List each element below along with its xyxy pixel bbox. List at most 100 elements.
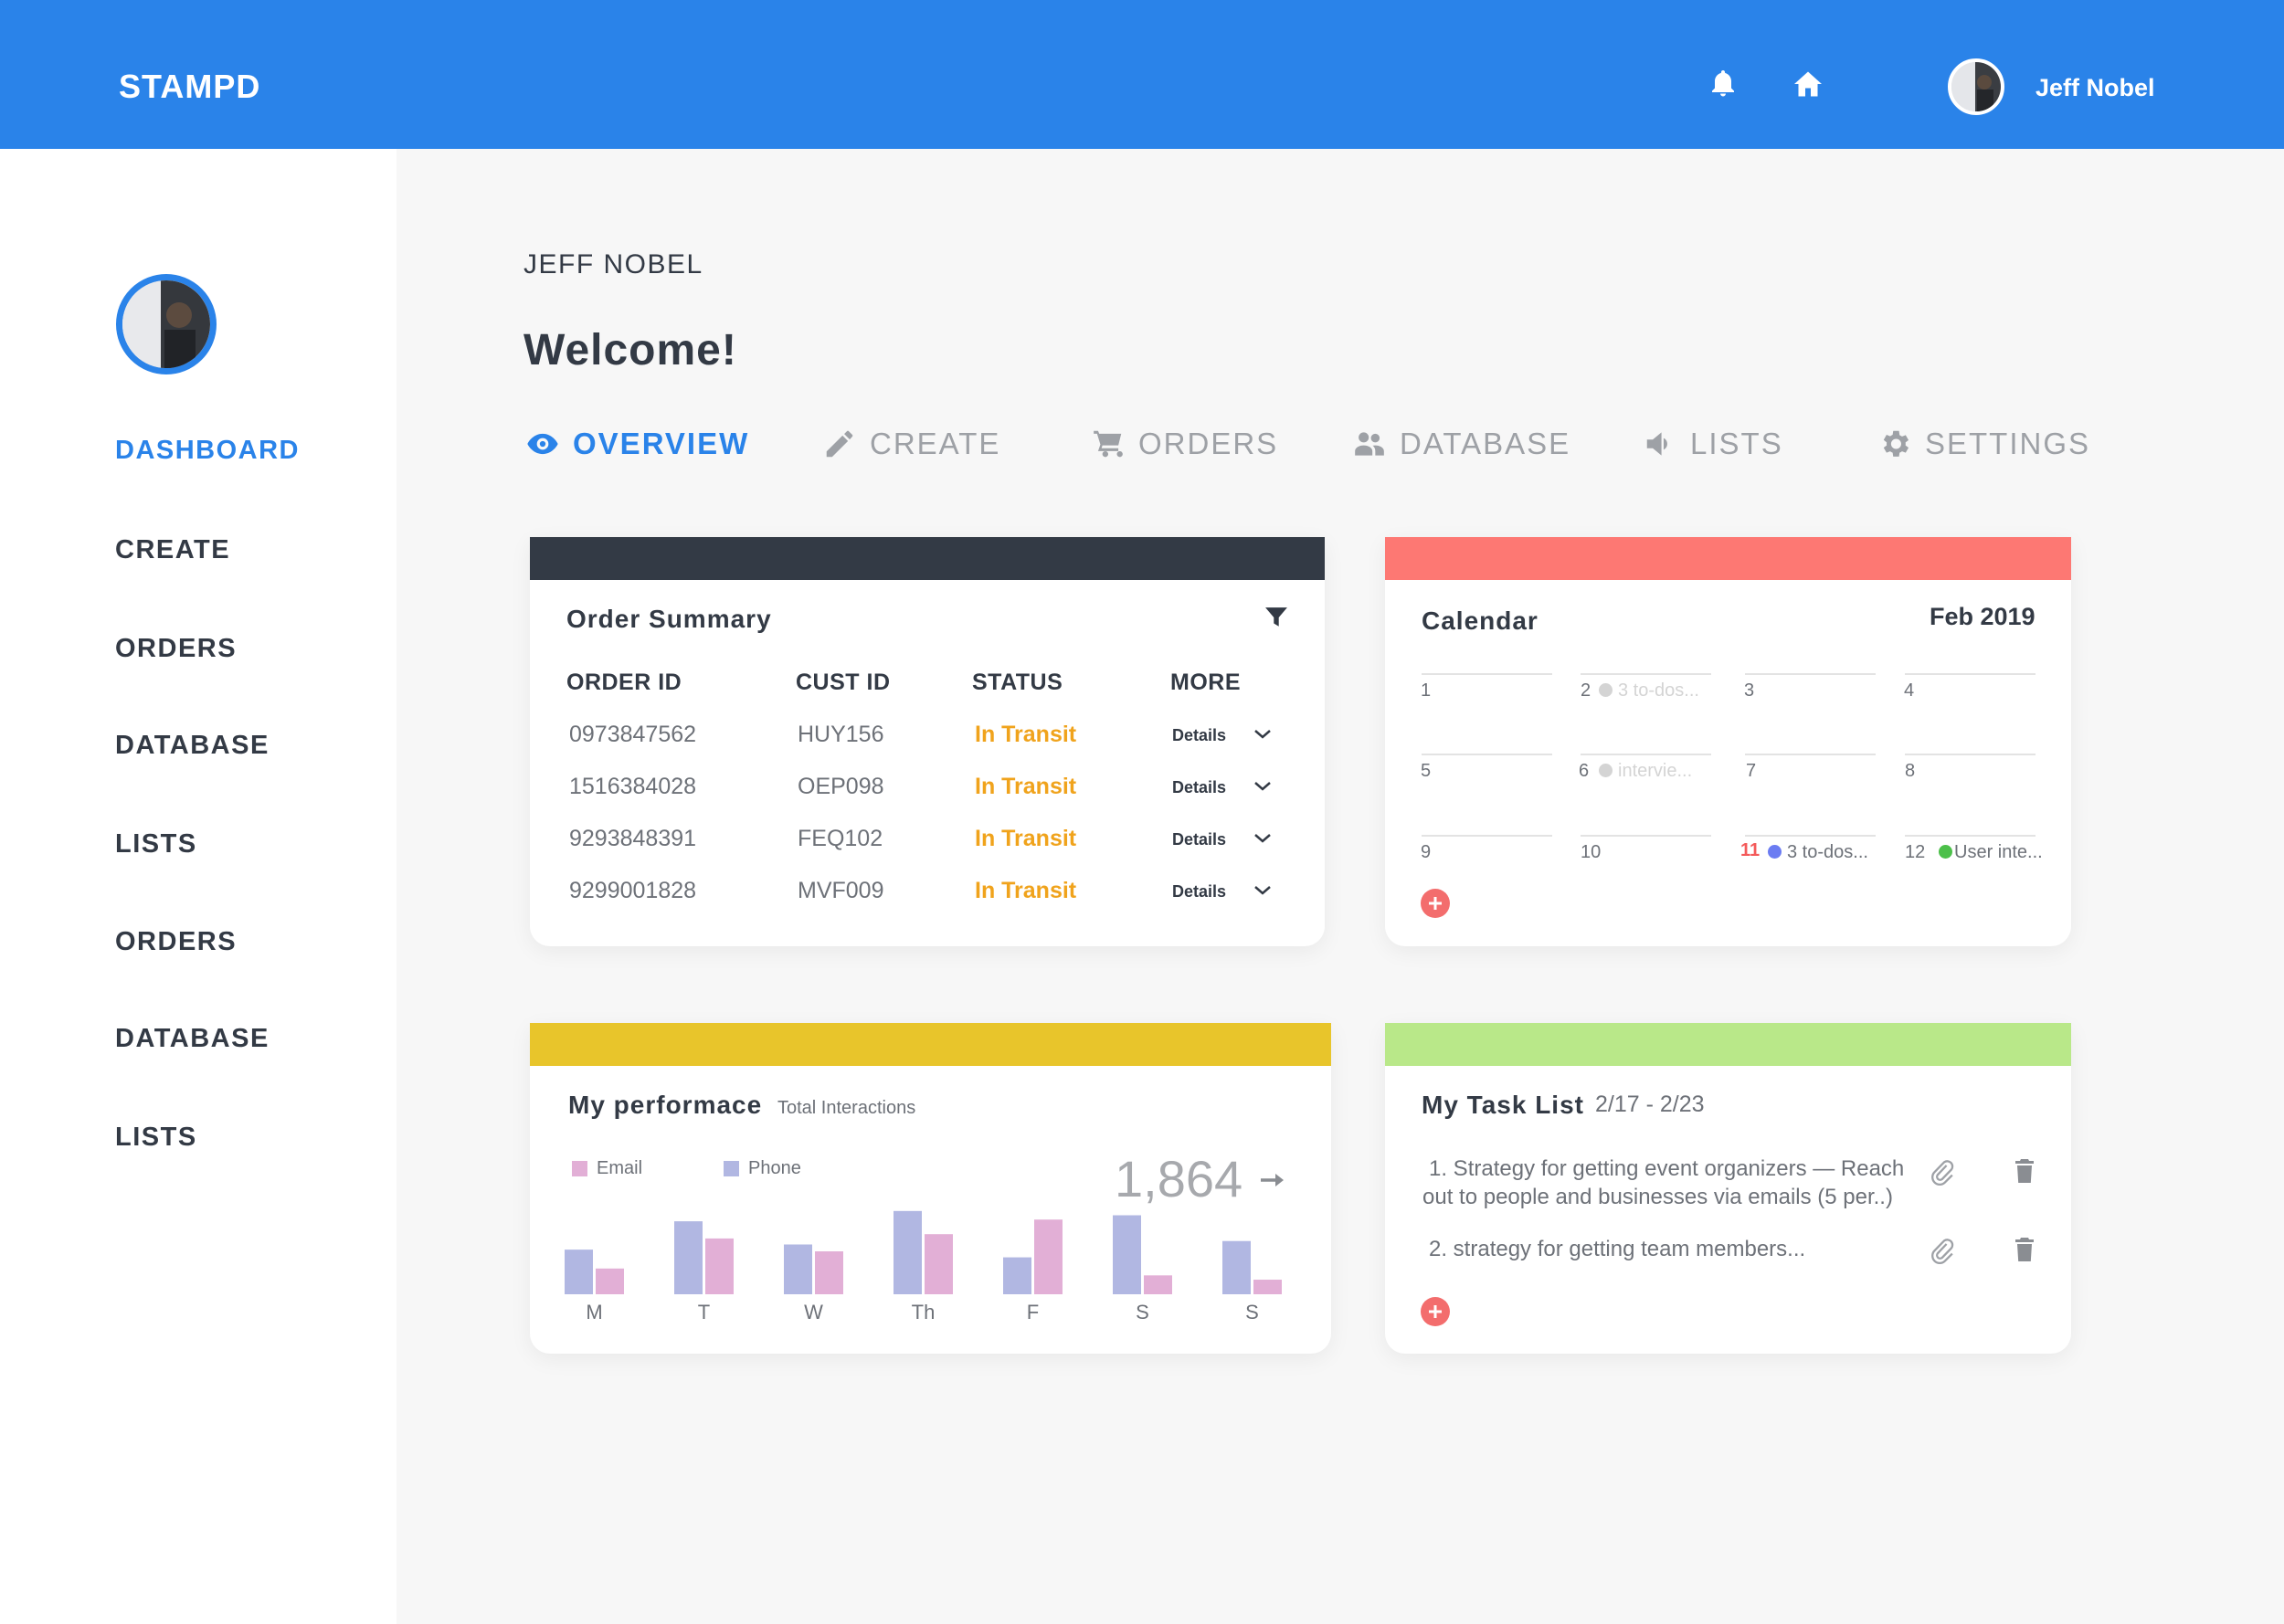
- paperclip-icon[interactable]: [1930, 1158, 1955, 1187]
- calendar-day[interactable]: 10: [1581, 842, 1602, 862]
- calendar-day[interactable]: 12: [1905, 842, 1926, 862]
- column-header-cust-id: CUST ID: [796, 670, 891, 695]
- bar-phone: [1222, 1240, 1251, 1294]
- arrow-right-icon[interactable]: [1259, 1171, 1286, 1189]
- tab-label: CREATE: [870, 427, 1001, 460]
- calendar-day-today[interactable]: 11: [1740, 840, 1761, 860]
- home-icon[interactable]: [1792, 68, 1824, 100]
- bar-email: [1144, 1275, 1172, 1294]
- tab-database[interactable]: DATABASE: [1352, 426, 1570, 462]
- sidebar-item-orders[interactable]: ORDERS: [115, 634, 238, 663]
- calendar-title: Calendar: [1422, 606, 1539, 635]
- chevron-down-icon[interactable]: [1253, 729, 1272, 740]
- add-task-button[interactable]: [1421, 1297, 1450, 1326]
- legend-label: Email: [597, 1158, 643, 1178]
- calendar-day[interactable]: 7: [1746, 761, 1757, 781]
- brand-logo[interactable]: STAMPD: [119, 68, 261, 105]
- calendar-day[interactable]: 8: [1905, 761, 1916, 781]
- details-link[interactable]: Details: [1172, 726, 1227, 744]
- tab-label: ORDERS: [1138, 427, 1279, 460]
- event-dot: [1939, 845, 1952, 859]
- task-item-continued[interactable]: out to people and businesses via emails …: [1422, 1183, 1893, 1211]
- eye-icon: [527, 433, 558, 455]
- calendar-card: [1385, 537, 2071, 946]
- task-item[interactable]: 1. Strategy for getting event organizers…: [1429, 1155, 1904, 1183]
- bell-icon[interactable]: [1707, 68, 1739, 100]
- calendar-day[interactable]: 4: [1904, 680, 1915, 701]
- status-badge: In Transit: [975, 774, 1077, 799]
- sidebar-item-lists[interactable]: LISTS: [115, 829, 197, 859]
- calendar-day[interactable]: 9: [1421, 842, 1432, 862]
- sidebar-item-database[interactable]: DATABASE: [115, 731, 270, 760]
- bar-email: [925, 1234, 953, 1294]
- task-item[interactable]: 2. strategy for getting team members...: [1429, 1235, 1805, 1263]
- calendar-divider: [1745, 754, 1876, 755]
- calendar-day[interactable]: 2: [1581, 680, 1591, 701]
- bar-phone: [894, 1210, 922, 1294]
- calendar-day[interactable]: 1: [1421, 680, 1432, 701]
- add-event-button[interactable]: [1421, 889, 1450, 918]
- sidebar-item-create[interactable]: CREATE: [115, 535, 231, 564]
- filter-icon[interactable]: [1264, 606, 1288, 628]
- bar-email: [1034, 1219, 1063, 1294]
- legend-item-email: Email: [572, 1158, 642, 1179]
- card-accent-bar: [530, 537, 1325, 580]
- bar-phone: [565, 1250, 593, 1294]
- chevron-down-icon[interactable]: [1253, 885, 1272, 896]
- legend-label: Phone: [748, 1158, 801, 1178]
- details-link[interactable]: Details: [1172, 882, 1227, 901]
- calendar-event[interactable]: 3 to-dos...: [1768, 842, 1868, 863]
- task-text-line: 2. strategy for getting team members...: [1429, 1237, 1806, 1261]
- avatar[interactable]: [1948, 58, 2004, 115]
- cust-id-cell: MVF009: [798, 878, 884, 903]
- calendar-day[interactable]: 3: [1744, 680, 1755, 701]
- order-id-cell: 9299001828: [569, 878, 697, 903]
- bar-phone: [1113, 1215, 1141, 1294]
- calendar-month[interactable]: Feb 2019: [1930, 603, 2036, 630]
- sidebar-item-orders-2[interactable]: ORDERS: [115, 927, 238, 956]
- tab-settings[interactable]: SETTINGS: [1877, 426, 2090, 462]
- cust-id-cell: HUY156: [798, 722, 884, 747]
- tab-create[interactable]: CREATE: [822, 426, 1000, 462]
- status-badge: In Transit: [975, 878, 1077, 903]
- details-link[interactable]: Details: [1172, 778, 1227, 796]
- pencil-icon: [826, 430, 853, 458]
- calendar-divider: [1745, 673, 1876, 675]
- user-name[interactable]: Jeff Nobel: [2036, 74, 2155, 101]
- order-id-cell: 0973847562: [569, 722, 697, 747]
- chevron-down-icon[interactable]: [1253, 781, 1272, 792]
- calendar-day[interactable]: 5: [1421, 761, 1432, 781]
- column-header-order-id: ORDER ID: [566, 670, 682, 695]
- bar-email: [815, 1251, 843, 1294]
- paperclip-icon[interactable]: [1930, 1237, 1955, 1266]
- tab-lists[interactable]: LISTS: [1643, 426, 1783, 462]
- column-header-more: MORE: [1170, 670, 1241, 695]
- sidebar-item-lists-2[interactable]: LISTS: [115, 1123, 197, 1152]
- trash-icon[interactable]: [2014, 1158, 2036, 1184]
- calendar-divider: [1905, 673, 2036, 675]
- calendar-day[interactable]: 6: [1579, 761, 1590, 781]
- sidebar: [0, 149, 397, 1624]
- order-id-cell: 9293848391: [569, 826, 697, 851]
- event-label: 3 to-dos...: [1618, 680, 1699, 701]
- details-link[interactable]: Details: [1172, 830, 1227, 849]
- calendar-event[interactable]: User inte...: [1939, 842, 2043, 863]
- task-list-card: [1385, 1023, 2071, 1354]
- task-list-title: My Task List: [1422, 1091, 1584, 1119]
- performance-subtitle: Total Interactions: [777, 1098, 916, 1118]
- calendar-event[interactable]: intervie...: [1599, 761, 1692, 782]
- x-tick-label: T: [698, 1301, 710, 1323]
- calendar-divider: [1581, 835, 1711, 837]
- task-date-range[interactable]: 2/17 - 2/23: [1595, 1091, 1705, 1117]
- chevron-down-icon[interactable]: [1253, 833, 1272, 844]
- trash-icon[interactable]: [2014, 1237, 2036, 1262]
- x-tick-label: F: [1027, 1301, 1039, 1323]
- sidebar-item-dashboard[interactable]: DASHBOARD: [115, 436, 300, 465]
- tab-orders[interactable]: ORDERS: [1091, 426, 1278, 462]
- profile-avatar[interactable]: [116, 274, 217, 374]
- tab-overview[interactable]: OVERVIEW: [525, 426, 749, 462]
- sidebar-item-database-2[interactable]: DATABASE: [115, 1024, 270, 1053]
- megaphone-icon: [1646, 432, 1667, 456]
- cust-id-cell: OEP098: [798, 774, 884, 799]
- calendar-event[interactable]: 3 to-dos...: [1599, 680, 1699, 701]
